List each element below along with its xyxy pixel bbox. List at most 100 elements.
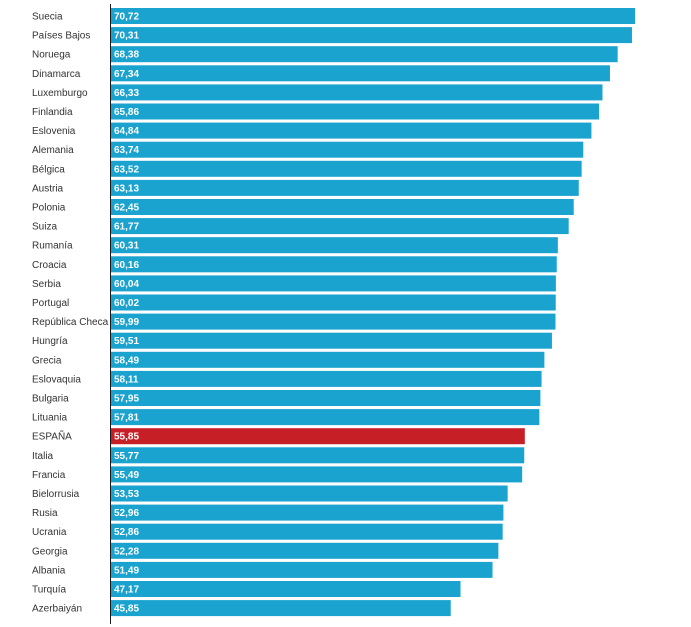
bar-row-austria: Austria 63,13 [32, 179, 579, 196]
category-label: Croacia [32, 260, 67, 271]
category-label: Ucrania [32, 527, 67, 538]
bar [111, 466, 523, 483]
bar-row-noruega: Noruega 68,38 [32, 46, 618, 63]
bar-row-grecia: Grecia 58,49 [32, 351, 545, 368]
bar-highlight [111, 428, 525, 445]
bar-row-eslovenia: Eslovenia 64,84 [32, 122, 592, 139]
value-label: 52,96 [114, 508, 139, 519]
category-label: Eslovenia [32, 126, 76, 137]
bar-row-lituania: Lituania 57,81 [32, 409, 540, 426]
value-label: 68,38 [114, 50, 139, 61]
value-label: 63,13 [114, 183, 139, 194]
bar [111, 65, 610, 82]
value-label: 58,11 [114, 374, 139, 385]
bar-row-azerbaiyan: Azerbaiyán 45,85 [32, 600, 451, 617]
category-label: Luxemburgo [32, 88, 88, 99]
bar-row-luxemburgo: Luxemburgo 66,33 [32, 84, 603, 101]
category-label: Italia [32, 451, 54, 462]
value-label: 52,28 [114, 546, 139, 557]
category-label: Bielorrusia [32, 489, 80, 500]
bar-row-rusia: Rusia 52,96 [32, 504, 504, 521]
value-label: 60,31 [114, 241, 139, 252]
category-label: Austria [32, 183, 64, 194]
value-label: 70,72 [114, 12, 139, 23]
category-label: Alemania [32, 145, 74, 156]
category-label: Albania [32, 565, 66, 576]
bar-row-rumania: Rumanía 60,31 [32, 237, 558, 254]
value-label: 63,74 [114, 145, 139, 156]
bar [111, 294, 556, 311]
value-label: 55,77 [114, 451, 139, 462]
value-label: 65,86 [114, 107, 139, 118]
bar [111, 523, 503, 540]
value-label: 53,53 [114, 489, 139, 500]
bar [111, 504, 504, 521]
category-label: Suecia [32, 12, 63, 23]
bar [111, 600, 451, 617]
bar-row-turquia: Turquía 47,17 [32, 581, 461, 597]
bar-row-albania: Albania 51,49 [32, 561, 493, 578]
value-label: 60,04 [114, 279, 139, 290]
value-label: 47,17 [114, 585, 139, 596]
bar-row-dinamarca: Dinamarca 67,34 [32, 65, 610, 82]
bar-row-hungria: Hungría 59,51 [32, 332, 552, 349]
bar-row-bielorrusia: Bielorrusia 53,53 [32, 485, 508, 502]
bar-row-croacia: Croacia 60,16 [32, 256, 557, 273]
bar [111, 237, 558, 254]
value-label: 66,33 [114, 88, 139, 99]
bar-row-finlandia: Finlandia 65,86 [32, 103, 599, 120]
bar [111, 542, 499, 559]
bar [111, 256, 557, 273]
bar [111, 561, 493, 578]
value-label: 60,02 [114, 298, 139, 309]
bar [111, 447, 525, 464]
bar-row-eslovaquia: Eslovaquia 58,11 [32, 370, 542, 387]
category-label: Portugal [32, 298, 69, 309]
category-label: ESPAÑA [32, 430, 72, 443]
bar [111, 370, 542, 387]
value-label: 57,81 [114, 413, 139, 424]
category-label: Suiza [32, 222, 57, 233]
bar [111, 122, 592, 139]
category-label: Eslovaquia [32, 374, 81, 385]
bar [111, 313, 556, 330]
bar [111, 409, 540, 426]
category-label: Grecia [32, 355, 62, 366]
category-label: Serbia [32, 279, 61, 290]
value-label: 57,95 [114, 394, 139, 405]
bar [111, 581, 461, 597]
bar [111, 218, 569, 235]
bar-row-polonia: Polonia 62,45 [32, 199, 574, 215]
bar-row-georgia: Georgia 52,28 [32, 542, 499, 559]
bar-row-portugal: Portugal 60,02 [32, 294, 556, 311]
bar [111, 390, 541, 406]
bar [111, 27, 632, 44]
category-label: Azerbaiyán [32, 604, 82, 615]
bar-row-republica-checa: República Checa 59,99 [32, 313, 556, 330]
category-label: Hungría [32, 336, 68, 347]
category-label: Finlandia [32, 107, 73, 118]
bar-row-espana: ESPAÑA 55,85 [32, 428, 525, 445]
value-label: 59,51 [114, 336, 139, 347]
category-label: República Checa [32, 317, 109, 328]
bar [111, 46, 618, 63]
bar [111, 160, 582, 177]
bar [111, 8, 635, 24]
value-label: 63,52 [114, 164, 139, 175]
bar [111, 332, 552, 349]
value-label: 67,34 [114, 69, 139, 80]
category-label: Países Bajos [32, 31, 90, 42]
bar-row-alemania: Alemania 63,74 [32, 141, 584, 158]
bar-row-francia: Francia 55,49 [32, 466, 523, 483]
bar [111, 275, 556, 292]
bar-row-paises-bajos: Países Bajos 70,31 [32, 27, 632, 44]
value-label: 55,49 [114, 470, 139, 481]
bar [111, 199, 574, 215]
value-label: 70,31 [114, 31, 139, 42]
value-label: 59,99 [114, 317, 139, 328]
category-label: Rumanía [32, 241, 73, 252]
bar-row-bulgaria: Bulgaria 57,95 [32, 390, 541, 406]
value-label: 62,45 [114, 203, 139, 214]
bar-row-suiza: Suiza 61,77 [32, 218, 569, 235]
